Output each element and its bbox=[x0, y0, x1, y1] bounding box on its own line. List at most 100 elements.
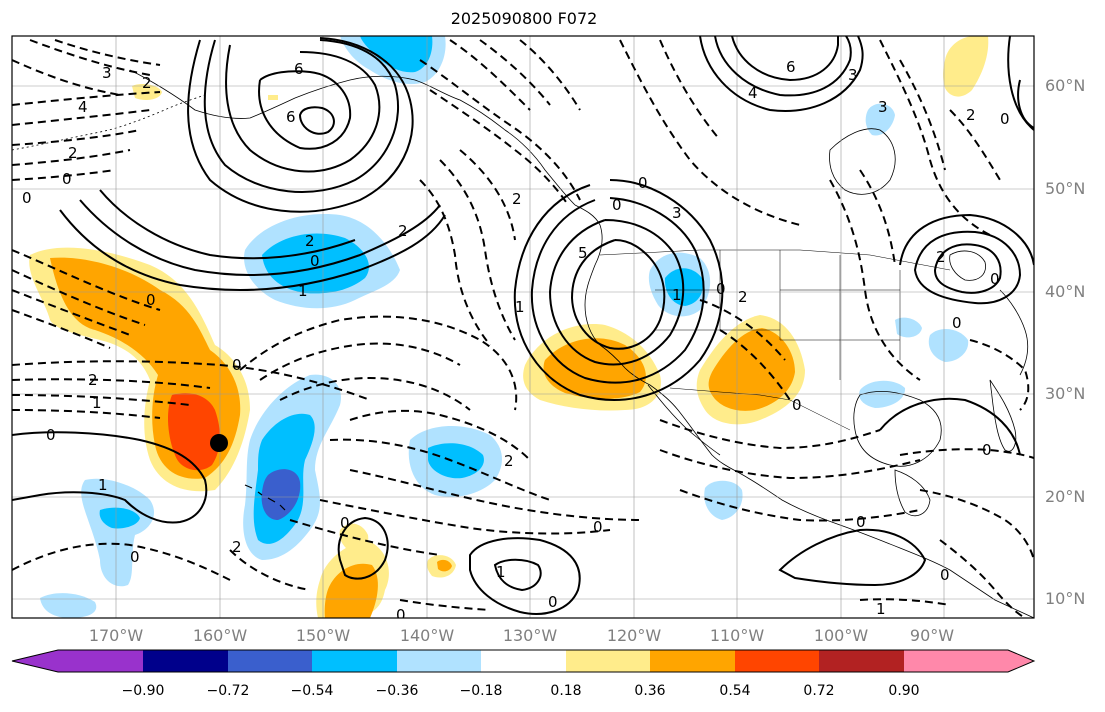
colorbar-segment bbox=[143, 650, 228, 672]
dashed-east-5 bbox=[949, 109, 1001, 181]
contour-label: 1 bbox=[672, 286, 682, 304]
dashed-ridge-2 bbox=[12, 269, 146, 326]
us-mexico-border bbox=[669, 387, 851, 431]
dashed-swus-4 bbox=[659, 449, 921, 480]
dashed-southeast-2 bbox=[919, 489, 1034, 561]
contour-label: 0 bbox=[716, 280, 726, 298]
colorbar-segment bbox=[819, 650, 904, 672]
contour-aleutian-low-1 bbox=[187, 37, 414, 213]
lon-label-90w: 90°W bbox=[909, 626, 955, 645]
colorbar-segment bbox=[312, 650, 397, 672]
dashed-south-3 bbox=[289, 519, 441, 556]
contour-labels: 3 4 2 0 6 6 0 2 0 3 3 6 4 2 0 2 1 2 0 5 … bbox=[22, 58, 1010, 618]
contour-label: 2 bbox=[232, 538, 242, 556]
contour-label: 1 bbox=[876, 600, 886, 618]
lat-label-10n: 10°N bbox=[1045, 589, 1086, 608]
dashed-mid-4 bbox=[12, 409, 161, 419]
contour-california-low-3 bbox=[548, 219, 685, 366]
contour-label: 6 bbox=[786, 58, 796, 76]
contour-great-lakes-low-3 bbox=[933, 243, 1002, 294]
lat-label-30n: 30°N bbox=[1045, 384, 1086, 403]
contour-label: 2 bbox=[142, 74, 152, 92]
contour-label: 6 bbox=[294, 60, 304, 78]
contour-label: 2 bbox=[504, 452, 514, 470]
contour-label: 0 bbox=[952, 314, 962, 332]
dashed-contours bbox=[12, 39, 1034, 618]
contour-label: 3 bbox=[848, 66, 858, 84]
contour-label: 2 bbox=[305, 232, 315, 250]
contour-label: 6 bbox=[286, 108, 296, 126]
colorbar-extend-high bbox=[1008, 650, 1034, 672]
contour-hudson-low-3 bbox=[731, 36, 839, 82]
dashed-north-pacific-3 bbox=[12, 129, 141, 146]
dashed-alaska-2 bbox=[429, 89, 569, 206]
dashed-east-1 bbox=[619, 39, 801, 226]
contour-label: 0 bbox=[593, 518, 603, 536]
contour-label: 2 bbox=[512, 190, 522, 208]
dashed-west-1 bbox=[29, 39, 151, 76]
orange-anomaly-southwest bbox=[708, 328, 795, 411]
dashed-swus-1 bbox=[699, 299, 786, 361]
contour-california-low-4 bbox=[570, 239, 666, 350]
dashed-east-7 bbox=[829, 179, 921, 381]
cold-anomaly-hudson bbox=[865, 103, 895, 136]
east-coast bbox=[999, 289, 1029, 376]
dashed-east-3 bbox=[879, 39, 991, 236]
dashed-mid-3 bbox=[12, 394, 191, 406]
colorbar-segment bbox=[397, 650, 481, 672]
contour-aleutian-low-3 bbox=[225, 44, 381, 173]
contour-label: 3 bbox=[102, 64, 112, 82]
contour-south-small bbox=[337, 516, 389, 580]
colorbar-tick-label: −0.72 bbox=[206, 683, 250, 699]
contour-label: 2 bbox=[68, 144, 78, 162]
contour-label: 0 bbox=[340, 514, 350, 532]
colorbar bbox=[12, 650, 1034, 672]
dashed-central-3 bbox=[279, 376, 471, 411]
lon-label-170w: 170°W bbox=[88, 626, 144, 645]
dashed-ridge-4 bbox=[12, 309, 111, 349]
contour-great-lakes-low-1 bbox=[899, 213, 1034, 266]
contour-label: 1 bbox=[98, 476, 108, 494]
lon-label-150w: 150°W bbox=[295, 626, 351, 645]
contour-label: 1 bbox=[298, 282, 308, 300]
lon-label-100w: 100°W bbox=[813, 626, 869, 645]
contour-subtropic-1 bbox=[12, 431, 208, 524]
blue-anomaly-gulf-alaska bbox=[262, 233, 369, 294]
contour-great-lakes-low-2 bbox=[913, 230, 1022, 305]
lon-label-130w: 130°W bbox=[502, 626, 558, 645]
colorbar-outline bbox=[11, 649, 1036, 673]
dashed-west-3 bbox=[12, 59, 121, 96]
dashed-north-pacific-1 bbox=[12, 91, 161, 106]
graticule bbox=[12, 36, 1034, 618]
dashed-south-5 bbox=[229, 549, 311, 591]
dashed-north-pacific-4 bbox=[12, 149, 131, 166]
dashed-gulf-3 bbox=[459, 149, 516, 241]
dashed-alaska-5 bbox=[519, 39, 581, 111]
map-frame bbox=[11, 35, 1035, 619]
contour-label: 0 bbox=[62, 170, 72, 188]
colorbar-tick-label: 0.18 bbox=[550, 683, 582, 699]
colorbar-segment bbox=[58, 650, 143, 672]
alaska-coast bbox=[129, 69, 576, 206]
cold-anomaly-south-1 bbox=[81, 478, 155, 587]
dashed-mid-1 bbox=[12, 360, 371, 401]
contour-gulf-ridge-2 bbox=[79, 199, 441, 276]
colorbar-tick-label: 0.36 bbox=[634, 683, 666, 699]
map-title: 2025090800 F072 bbox=[450, 9, 598, 28]
contour-label: 1 bbox=[92, 394, 102, 412]
warm-anomaly-alaska-small bbox=[268, 95, 278, 100]
cold-anomaly-mexico bbox=[704, 480, 743, 520]
dashed-swus-3 bbox=[659, 419, 881, 450]
colorbar-tick-label: 0.54 bbox=[719, 683, 751, 699]
contour-label: 2 bbox=[966, 106, 976, 124]
contour-aleutian-low-2 bbox=[203, 39, 400, 193]
dashed-south-1 bbox=[349, 469, 641, 521]
contour-label: 2 bbox=[738, 288, 748, 306]
lat-label-60n: 60°N bbox=[1045, 76, 1086, 95]
contour-aleutian-low-4 bbox=[258, 70, 352, 150]
orange-anomaly-california bbox=[543, 338, 646, 399]
colorbar-tick-label: −0.18 bbox=[459, 683, 503, 699]
dashed-alaska-3 bbox=[449, 39, 531, 111]
contour-gulf-ridge-3 bbox=[99, 189, 356, 260]
orange-anomaly-small bbox=[437, 559, 452, 572]
